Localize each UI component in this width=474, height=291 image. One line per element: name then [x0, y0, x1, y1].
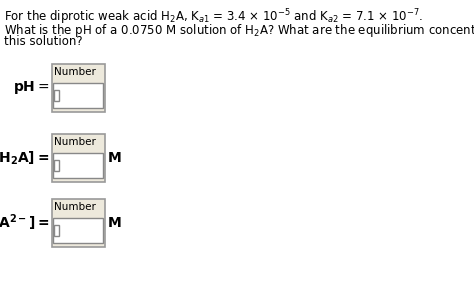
- FancyBboxPatch shape: [55, 90, 59, 101]
- Text: What is the pH of a 0.0750 M solution of H$_2$A? What are the equilibrium concen: What is the pH of a 0.0750 M solution of…: [4, 21, 474, 41]
- FancyBboxPatch shape: [52, 199, 105, 247]
- Text: $\mathbf{[A^{2-}]=}$: $\mathbf{[A^{2-}]=}$: [0, 213, 49, 233]
- Text: this solution?: this solution?: [4, 35, 82, 48]
- Text: $\mathbf{[H_2A]=}$: $\mathbf{[H_2A]=}$: [0, 149, 49, 167]
- FancyBboxPatch shape: [53, 83, 103, 108]
- Text: For the diprotic weak acid H$_2$A, K$_{a1}$ = 3.4 × 10$^{-5}$ and K$_{a2}$ = 7.1: For the diprotic weak acid H$_2$A, K$_{a…: [4, 7, 423, 26]
- FancyBboxPatch shape: [55, 160, 59, 171]
- Text: $\mathbf{pH}=$: $\mathbf{pH}=$: [13, 79, 49, 97]
- Text: Number: Number: [54, 137, 96, 147]
- FancyBboxPatch shape: [53, 218, 103, 243]
- Text: Number: Number: [54, 202, 96, 212]
- FancyBboxPatch shape: [53, 153, 103, 178]
- FancyBboxPatch shape: [55, 225, 59, 236]
- Text: M: M: [108, 151, 121, 165]
- FancyBboxPatch shape: [52, 134, 105, 182]
- Text: M: M: [108, 216, 121, 230]
- FancyBboxPatch shape: [52, 64, 105, 112]
- Text: Number: Number: [54, 67, 96, 77]
